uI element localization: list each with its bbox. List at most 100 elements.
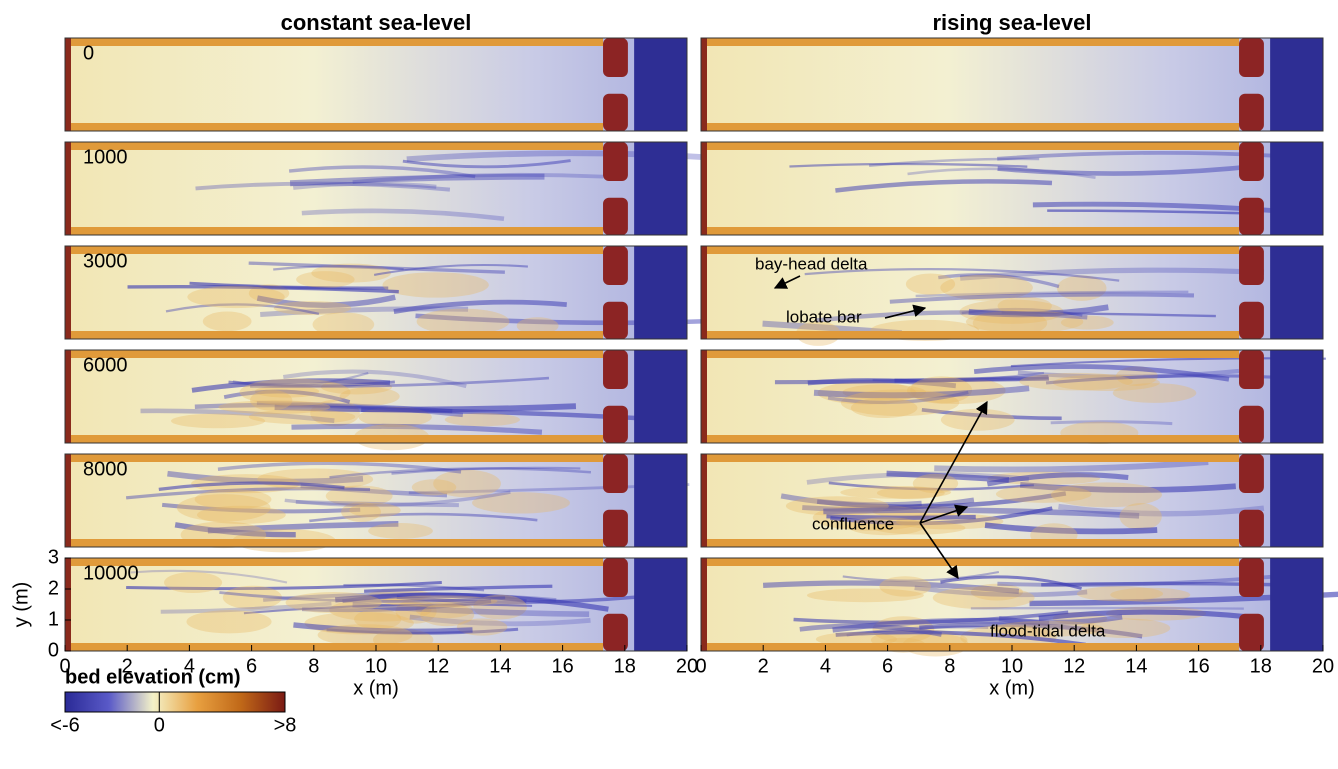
bar-form	[1077, 586, 1163, 601]
border-left	[701, 142, 707, 235]
border-top	[65, 246, 603, 254]
bar-form	[382, 272, 488, 297]
row-label: 8000	[83, 458, 128, 480]
x-tick-label: 12	[427, 655, 449, 677]
border-top	[701, 350, 1239, 358]
border-top	[65, 38, 603, 46]
jetty-bottom	[1239, 614, 1264, 651]
x-tick-label: 0	[695, 655, 706, 677]
sea	[1270, 454, 1323, 547]
bar-form	[257, 468, 373, 490]
jetty-bottom	[603, 406, 628, 443]
row-label: 1000	[83, 146, 128, 168]
border-bottom	[65, 227, 603, 235]
jetty-top	[1239, 350, 1264, 389]
panel	[65, 246, 721, 339]
jetty-top	[603, 246, 628, 285]
border-top	[701, 558, 1239, 566]
border-left	[701, 350, 707, 443]
panel	[65, 558, 687, 651]
colorbar	[65, 692, 285, 712]
x-tick-label: 18	[1250, 655, 1272, 677]
y-tick-label: 0	[48, 639, 59, 661]
bar-form	[186, 610, 271, 633]
jetty-top	[603, 142, 628, 181]
row-label: 10000	[83, 562, 139, 584]
bar-form	[1113, 383, 1197, 403]
annotation: lobate bar	[786, 307, 862, 326]
bar-form	[203, 312, 252, 332]
jetty-top	[603, 350, 628, 389]
row-label: 0	[83, 42, 94, 64]
border-bottom	[65, 331, 603, 339]
border-top	[65, 558, 603, 566]
x-tick-label: 12	[1063, 655, 1085, 677]
jetty-bottom	[1239, 406, 1264, 443]
border-bottom	[701, 539, 1239, 547]
x-tick-label: 4	[820, 655, 831, 677]
panel-bed	[65, 38, 687, 131]
bar-form	[187, 286, 284, 308]
column-title: rising sea-level	[933, 10, 1092, 35]
sea	[634, 350, 687, 443]
border-left	[65, 454, 71, 547]
x-axis-label: x (m)	[353, 677, 399, 699]
sea	[634, 38, 687, 131]
border-bottom	[701, 643, 1239, 651]
sea	[1270, 350, 1323, 443]
panel-bed	[701, 350, 1323, 443]
border-left	[65, 142, 71, 235]
panel	[65, 38, 687, 131]
border-left	[701, 454, 707, 547]
border-bottom	[65, 643, 603, 651]
bar-form	[164, 572, 222, 593]
jetty-top	[603, 454, 628, 493]
border-bottom	[701, 331, 1239, 339]
border-top	[65, 454, 603, 462]
jetty-top	[1239, 246, 1264, 285]
x-tick-label: 10	[365, 655, 387, 677]
border-bottom	[65, 435, 603, 443]
bar-form	[879, 576, 931, 596]
figure: constant sea-level0100030006000800010000…	[0, 0, 1338, 764]
jetty-bottom	[1239, 510, 1264, 547]
panel-bed	[65, 246, 687, 339]
bar-form	[349, 503, 401, 517]
jetty-bottom	[603, 302, 628, 339]
jetty-bottom	[603, 510, 628, 547]
bar-form	[417, 309, 510, 335]
y-tick-label: 2	[48, 577, 59, 599]
bar-form	[368, 523, 433, 539]
sea	[634, 454, 687, 547]
panel-bed	[701, 38, 1323, 131]
border-left	[701, 246, 707, 339]
bar-form	[996, 485, 1092, 503]
bar-form	[286, 592, 382, 613]
y-tick-label: 1	[48, 608, 59, 630]
y-tick-label: 3	[48, 546, 59, 568]
annotation: bay-head delta	[755, 254, 868, 273]
jetty-bottom	[1239, 302, 1264, 339]
bar-form	[296, 271, 354, 288]
sea	[1270, 38, 1323, 131]
border-top	[65, 142, 603, 150]
x-tick-label: 16	[551, 655, 573, 677]
border-bottom	[701, 227, 1239, 235]
border-bottom	[65, 539, 603, 547]
border-bottom	[701, 123, 1239, 131]
jetty-bottom	[603, 94, 628, 131]
jetty-bottom	[603, 614, 628, 651]
border-top	[701, 454, 1239, 462]
colorbar-tick-label: >8	[274, 714, 297, 736]
bar-form	[913, 474, 958, 493]
panel	[701, 454, 1323, 547]
annotation: flood-tidal delta	[990, 621, 1106, 640]
sea	[634, 558, 687, 651]
jetty-top	[603, 38, 628, 77]
streak	[971, 608, 1244, 609]
x-tick-label: 16	[1187, 655, 1209, 677]
bar-form	[195, 489, 272, 509]
border-top	[701, 38, 1239, 46]
panel	[65, 350, 687, 450]
colorbar-tick-label: 0	[154, 714, 165, 736]
